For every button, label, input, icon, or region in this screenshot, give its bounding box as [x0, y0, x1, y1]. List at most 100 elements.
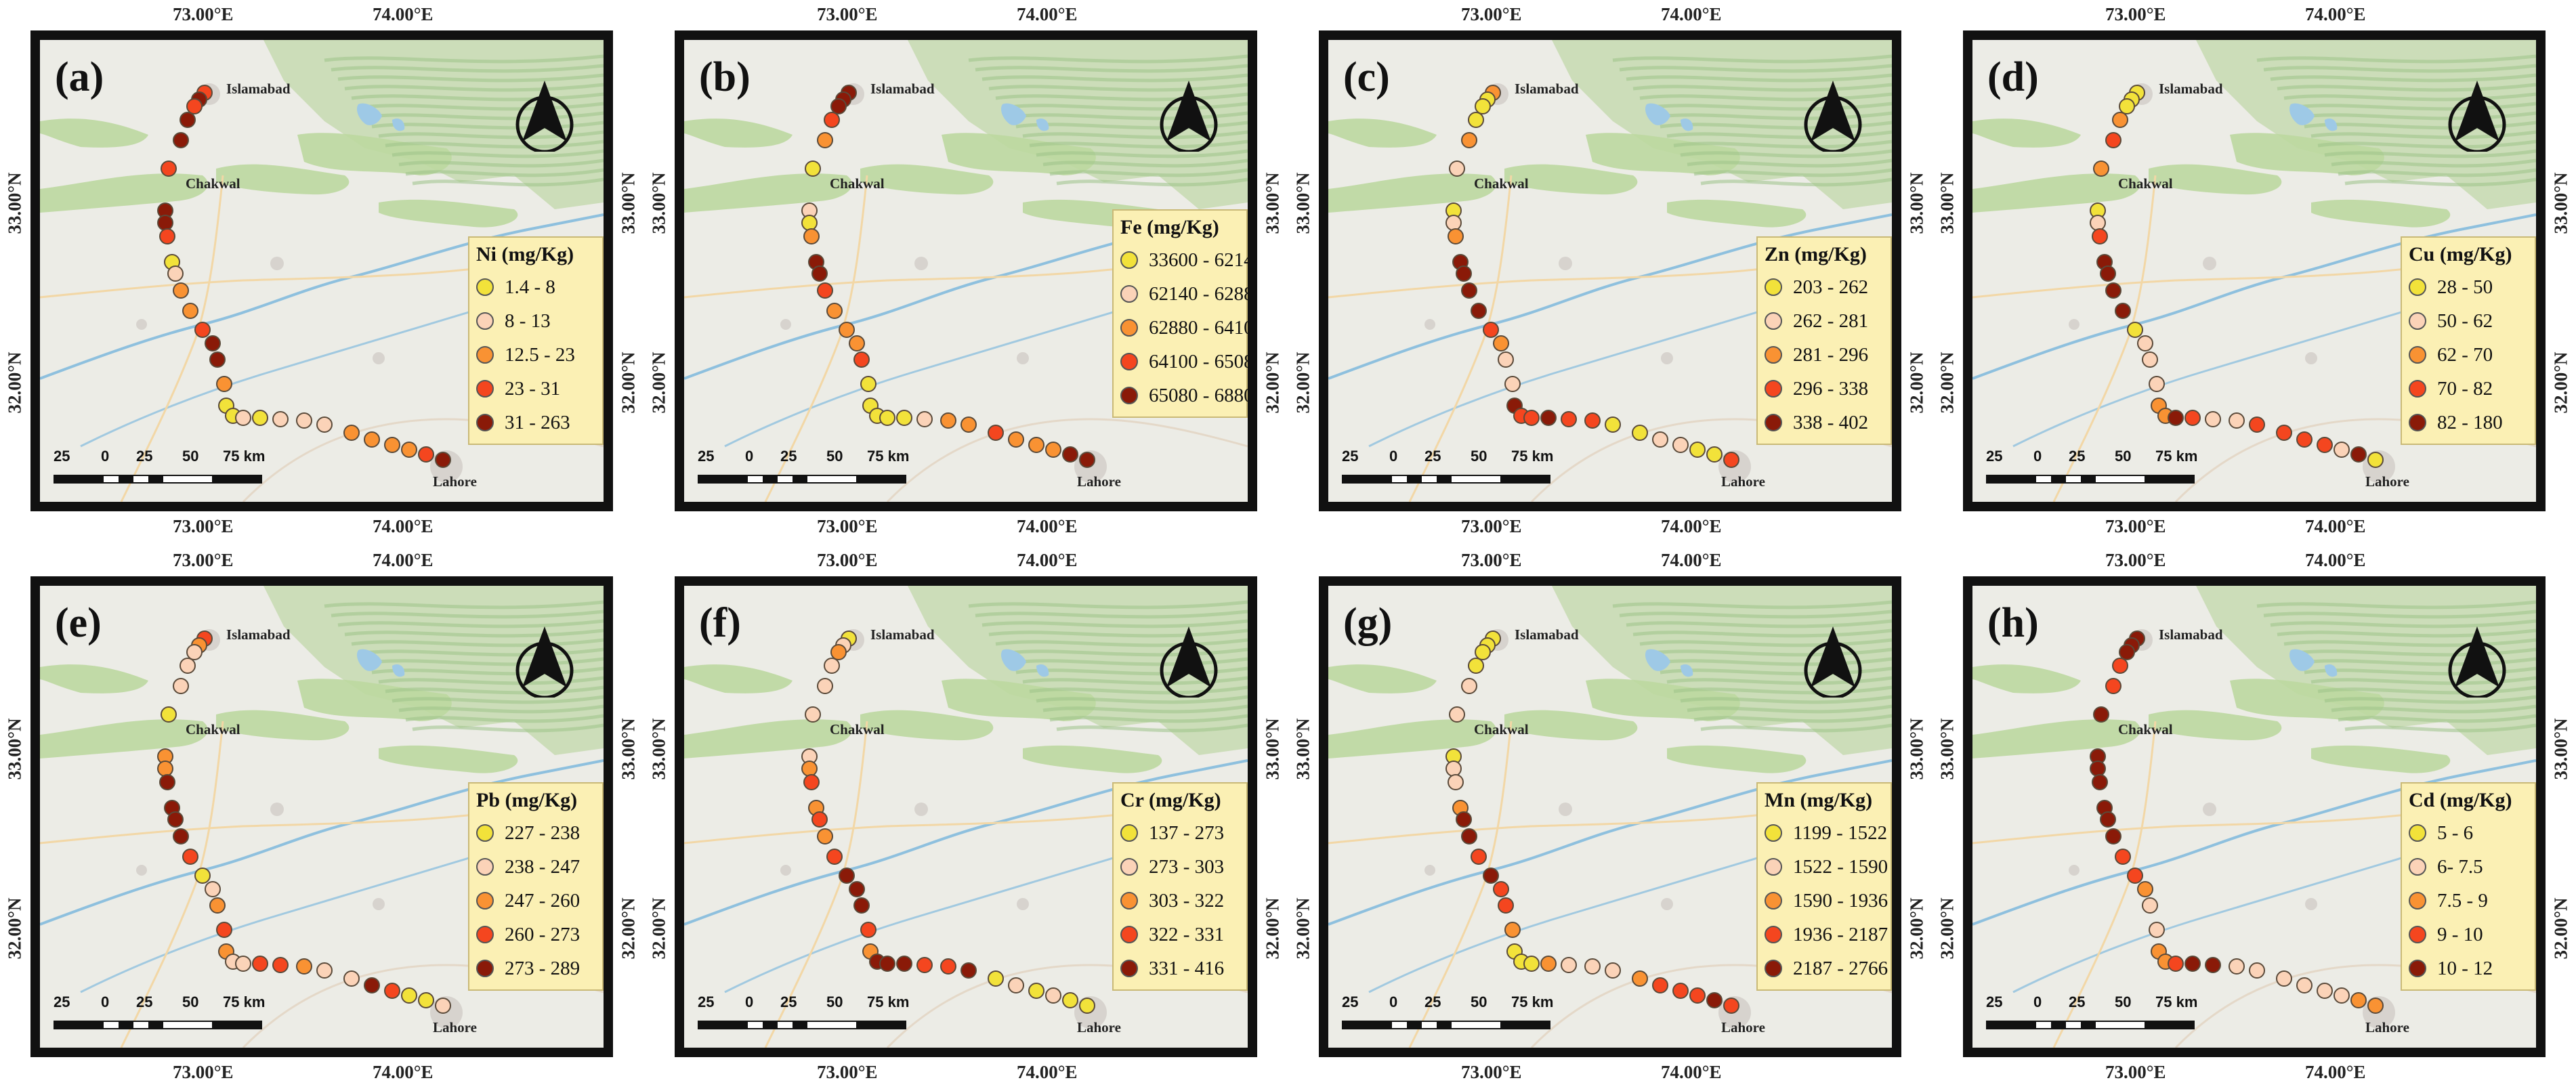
legend-swatch	[476, 346, 494, 364]
sample-site-marker	[811, 265, 828, 282]
city-label-chakwal: Chakwal	[186, 721, 240, 737]
legend-entry: 62 - 70	[2409, 338, 2528, 372]
sample-site-marker	[1493, 335, 1509, 351]
sample-site-marker	[2350, 446, 2367, 463]
sample-site-marker	[2249, 962, 2265, 979]
map-panel: 73.00°E 74.00°E 73.00°E 74.00°E 33.00°N 32.00…	[644, 546, 1288, 1091]
legend-entry: 70 - 82	[2409, 372, 2528, 406]
sample-site-marker	[182, 849, 198, 865]
scale-label: 50	[826, 448, 843, 465]
sample-site-marker	[2100, 265, 2116, 282]
sample-site-marker	[826, 849, 843, 865]
lat-label-left-bottom: 32.00°N	[1937, 351, 1958, 414]
lat-label-left-bottom: 32.00°N	[648, 897, 669, 960]
legend: Cr (mg/Kg) 137 - 273 273 - 303 303 - 322 322…	[1112, 782, 1248, 991]
lon-label-bottom-left: 73.00°E	[1461, 1062, 1522, 1082]
legend-label: 338 - 402	[1793, 411, 1869, 433]
lat-label-right-top: 33.00°N	[2550, 172, 2571, 234]
sample-site-marker	[849, 881, 865, 897]
legend-entry: 1.4 - 8	[476, 270, 595, 304]
sample-site-marker	[988, 425, 1004, 441]
sample-site-marker	[1584, 958, 1601, 975]
sample-site-marker	[960, 416, 977, 433]
scale-bar: 25 0 25 50 75 km	[1342, 993, 1559, 1034]
scale-label: 0	[1389, 448, 1398, 465]
sample-site-marker	[1445, 215, 1462, 231]
legend-swatch	[476, 892, 494, 910]
legend-entry: 9 - 10	[2409, 918, 2528, 951]
scale-segment	[148, 476, 163, 482]
sample-site-marker	[1456, 265, 1472, 282]
sample-site-marker	[1449, 161, 1465, 177]
legend-label: 64100 - 65080	[1149, 350, 1257, 372]
scale-segment	[856, 476, 905, 482]
legend-entry: 303 - 322	[1120, 884, 1240, 918]
sample-site-marker	[1523, 410, 1540, 426]
scale-segment	[1407, 476, 1422, 482]
lat-label-left-bottom: 32.00°N	[1937, 897, 1958, 960]
sample-site-marker	[849, 335, 865, 351]
scale-label: 0	[745, 993, 754, 1010]
legend-entry: 82 - 180	[2409, 406, 2528, 440]
sample-site-marker	[159, 228, 175, 244]
legend-entry: 1590 - 1936	[1765, 884, 1888, 918]
legend-label: 10 - 12	[2437, 957, 2493, 979]
city-label-chakwal: Chakwal	[2118, 721, 2173, 737]
legend-title: Ni (mg/Kg)	[476, 243, 574, 265]
legend: Cd (mg/Kg) 5 - 6 6- 7.5 7.5 - 9 9 - 10 10 - 1…	[2401, 782, 2536, 991]
lat-label-right-top: 33.00°N	[1906, 718, 1927, 780]
scale-bar: 25 0 25 50 75 km	[698, 993, 914, 1034]
legend-swatch	[1120, 926, 1138, 943]
sample-site-marker	[960, 962, 977, 979]
legend-swatch	[476, 858, 494, 876]
sample-site-marker	[1652, 977, 1668, 993]
scale-label: 50	[826, 993, 843, 1010]
sample-site-marker	[1471, 303, 1487, 319]
legend-entry: 62140 - 62880	[1120, 277, 1248, 311]
legend-entry: 203 - 262	[1765, 270, 1884, 304]
sample-site-marker	[1456, 811, 1472, 828]
sample-site-marker	[2149, 376, 2165, 392]
scale-segment	[2036, 476, 2051, 482]
legend-label: 1.4 - 8	[505, 276, 555, 298]
sample-site-marker	[2092, 774, 2108, 790]
legend-entry: 10 - 12	[2409, 951, 2528, 985]
legend-swatch	[1765, 858, 1782, 876]
sample-site-marker	[1028, 437, 1044, 453]
lon-label-top-left: 73.00°E	[1461, 4, 1522, 24]
scale-label: 25	[780, 993, 797, 1010]
scale-track	[1342, 475, 1550, 484]
sample-site-marker	[1632, 970, 1648, 987]
scale-label: 25	[780, 448, 797, 465]
scale-segment	[2081, 1022, 2096, 1028]
scale-label: 25	[136, 993, 153, 1010]
legend-swatch	[2409, 346, 2426, 364]
sample-site-marker	[896, 410, 912, 426]
map-panel: 73.00°E 74.00°E 73.00°E 74.00°E 33.00°N 32.00…	[1933, 0, 2576, 545]
city-label-lahore: Lahore	[433, 473, 477, 490]
scale-label: 50	[1471, 993, 1487, 1010]
map-panel: 73.00°E 74.00°E 73.00°E 74.00°E 33.00°N 32.00…	[644, 0, 1288, 545]
lon-label-top-right: 74.00°E	[1661, 4, 1722, 24]
sample-site-marker	[826, 303, 843, 319]
sample-site-marker	[2093, 161, 2109, 177]
scale-bar: 25 0 25 50 75 km	[54, 993, 270, 1034]
scale-label: 25	[1424, 993, 1441, 1010]
map-frame: (e) Islamabad Chakwal Lahore Pb (mg/Kg) 227 -…	[30, 576, 613, 1057]
legend-title: Pb (mg/Kg)	[476, 789, 578, 811]
legend-swatch	[1120, 824, 1138, 842]
scale-label: 25	[1986, 448, 2003, 465]
legend-label: 1522 - 1590	[1793, 855, 1888, 878]
legend-swatch	[2409, 960, 2426, 977]
legend-entry: 50 - 62	[2409, 304, 2528, 338]
legend-label: 137 - 273	[1149, 821, 1225, 844]
legend-title: Zn (mg/Kg)	[1765, 243, 1867, 265]
legend-entry: 6- 7.5	[2409, 850, 2528, 884]
scale-label: 25	[2069, 448, 2086, 465]
scale-label: 25	[1342, 448, 1359, 465]
legend-label: 227 - 238	[505, 821, 580, 844]
sample-site-marker	[2127, 322, 2143, 338]
lon-label-top-right: 74.00°E	[1017, 4, 1078, 24]
sample-site-marker	[853, 897, 870, 914]
sample-site-marker	[2350, 992, 2367, 1008]
